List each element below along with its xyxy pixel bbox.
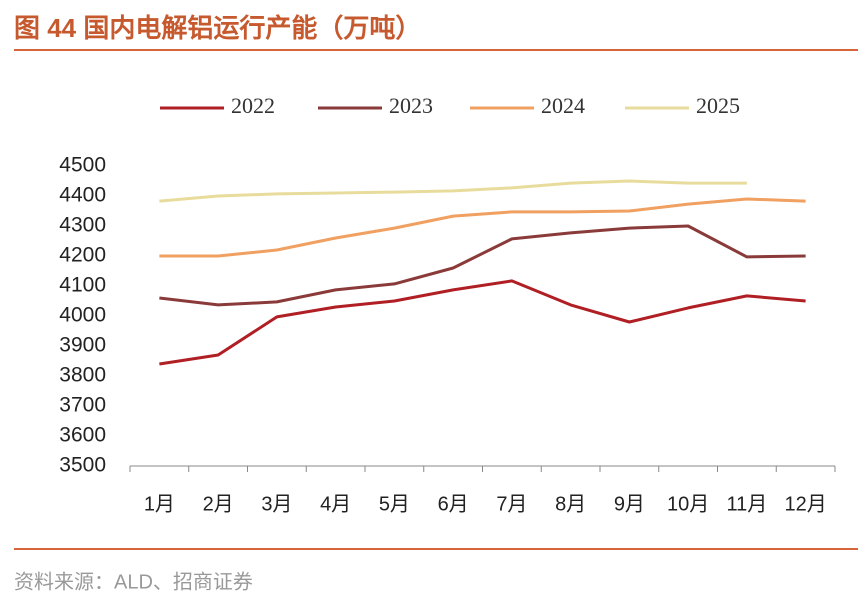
x-tick-label: 3月	[261, 493, 292, 515]
x-tick-label: 12月	[785, 493, 827, 515]
x-tick-label: 5月	[379, 493, 410, 515]
x-tick-label: 9月	[614, 493, 645, 515]
y-tick-label: 3900	[59, 334, 106, 357]
legend-label: 2022	[231, 93, 275, 118]
series-line	[159, 197, 806, 258]
y-tick-label: 4500	[59, 154, 106, 177]
x-tick-label: 11月	[726, 493, 767, 515]
y-tick-label: 3500	[59, 454, 106, 477]
x-tick-label: 8月	[555, 493, 586, 515]
y-tick-label: 4000	[59, 304, 106, 327]
series-line	[159, 279, 806, 366]
x-tick-label: 7月	[496, 493, 527, 515]
x-tick-label: 6月	[438, 493, 469, 515]
chart-title: 图 44 国内电解铝运行产能（万吨）	[14, 13, 421, 43]
y-tick-label: 4400	[59, 184, 106, 207]
y-tick-label: 4200	[59, 244, 106, 267]
y-tick-label: 4300	[59, 214, 106, 237]
x-tick-label: 4月	[320, 493, 351, 515]
legend-label: 2025	[696, 93, 740, 118]
legend-label: 2023	[389, 93, 433, 118]
series-line	[159, 179, 747, 203]
x-tick-label: 1月	[144, 493, 175, 515]
x-tick-label: 10月	[667, 493, 709, 515]
y-tick-label: 3700	[59, 394, 106, 417]
legend-label: 2024	[541, 93, 585, 118]
y-tick-label: 3800	[59, 364, 106, 387]
y-tick-label: 3600	[59, 424, 106, 447]
source: 资料来源：ALD、招商证券	[14, 570, 253, 593]
y-tick-label: 4100	[59, 274, 106, 297]
x-tick-label: 2月	[203, 493, 234, 515]
series-line	[159, 224, 806, 307]
